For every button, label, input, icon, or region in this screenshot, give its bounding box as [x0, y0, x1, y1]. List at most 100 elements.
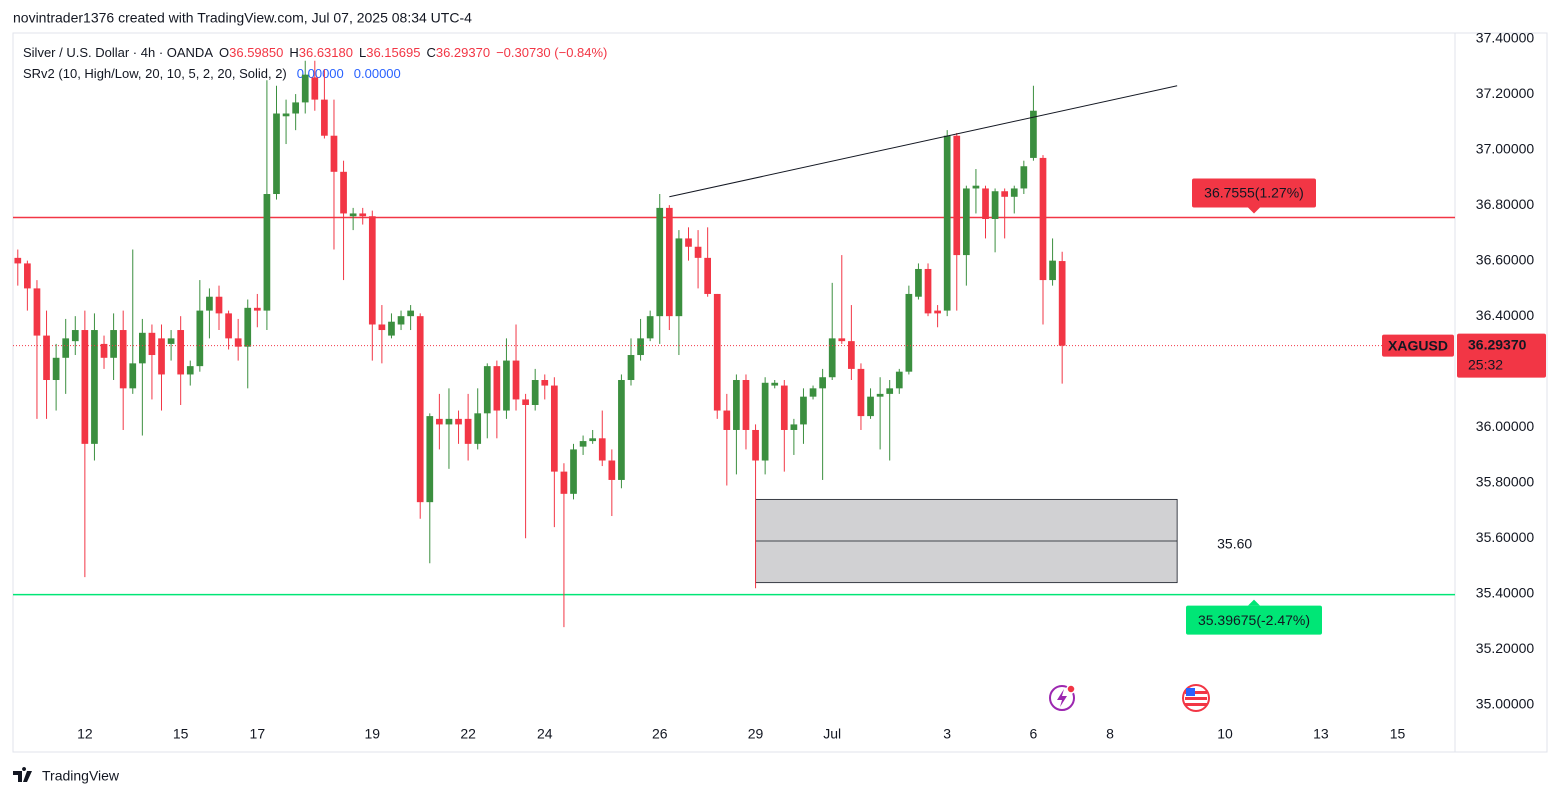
candle-body [895, 371, 903, 389]
indicator: SRv2 (10, High/Low, 20, 10, 5, 2, 20, So… [23, 66, 401, 81]
x-tick-label: 26 [652, 726, 668, 742]
candle-body [809, 388, 817, 397]
candle-body [627, 355, 635, 381]
candle-body [71, 330, 79, 342]
candle-body [167, 338, 175, 344]
candle-body [646, 316, 654, 339]
candle-body [436, 418, 443, 425]
candle-body [761, 382, 769, 461]
trendline [669, 85, 1178, 198]
event-icon[interactable] [1049, 684, 1076, 711]
candle-body [407, 310, 414, 317]
indicator-value: 0.00000 [354, 66, 401, 81]
candle-body [560, 471, 568, 494]
legend-o: O [219, 45, 229, 60]
candle-body [426, 416, 434, 503]
y-tick-label: 36.00000 [1476, 418, 1535, 434]
candle-body [982, 188, 989, 219]
candle-body [110, 330, 117, 358]
candle-body [905, 293, 913, 372]
candle-body [330, 135, 338, 172]
candle-body [301, 74, 309, 103]
candle-body [694, 246, 702, 258]
candle-body [1030, 110, 1037, 158]
candle-body [1049, 260, 1056, 281]
candle-body [618, 380, 625, 480]
candle-body [1039, 157, 1047, 281]
candle-body [713, 293, 721, 411]
y-tick-label: 35.80000 [1476, 473, 1535, 489]
candle-body [253, 307, 261, 311]
candle-body [129, 363, 137, 389]
legend-change: −0.30730 (−0.84%) [496, 45, 607, 60]
y-tick-label: 35.20000 [1476, 640, 1535, 656]
candle-body [14, 257, 22, 264]
candle-body [953, 135, 961, 256]
candle-body [292, 102, 300, 114]
candle-body [368, 216, 376, 325]
candle-body [541, 380, 549, 386]
candle-body [359, 213, 367, 217]
x-tick-label: 17 [250, 726, 266, 742]
candle-body [522, 399, 529, 405]
y-tick-label: 37.40000 [1476, 29, 1535, 45]
legend-h: H [289, 45, 298, 60]
candle-body [119, 330, 127, 389]
price-line-tag [1192, 178, 1316, 208]
x-tick-label: 13 [1313, 726, 1329, 742]
price-line-label: 35.39675(-2.47%) [1198, 612, 1310, 628]
candle-body [579, 441, 587, 447]
candle-body [790, 424, 798, 430]
candle-body [531, 380, 539, 405]
candle-body [138, 332, 146, 364]
candle-body [934, 310, 941, 314]
x-tick-label: 10 [1217, 726, 1233, 742]
y-tick-label: 35.60000 [1476, 529, 1535, 545]
price-line-notch [1248, 207, 1260, 214]
candle-body [464, 418, 472, 444]
candle-body [924, 268, 932, 314]
candle-body [685, 238, 692, 247]
price-line-tag [1186, 605, 1322, 635]
candle-body [206, 296, 213, 311]
candle-body [455, 418, 462, 425]
candle-body [848, 341, 855, 369]
candle-body [637, 338, 644, 356]
y-tick-label: 36.40000 [1476, 307, 1535, 323]
candle-body [570, 449, 577, 494]
y-tick-label: 35.00000 [1476, 696, 1535, 712]
candle-body [752, 429, 759, 461]
x-tick-label: 3 [943, 726, 951, 742]
legend-open: 36.59850 [229, 45, 283, 60]
x-tick-label: 15 [173, 726, 189, 742]
candle-body [876, 393, 884, 397]
footer: TradingView [42, 768, 120, 784]
candle-body [608, 460, 616, 480]
x-tick-label: 24 [537, 726, 553, 742]
plot: 35.60 [13, 60, 1455, 628]
candle-body [445, 418, 453, 425]
candle-body [723, 410, 731, 430]
candle-body [321, 99, 328, 136]
candle-body [1058, 261, 1066, 346]
candle-body [91, 330, 98, 444]
footer-logo [13, 767, 32, 782]
legend-c: C [426, 45, 435, 60]
candle-body [972, 185, 980, 189]
candle-body [215, 296, 223, 314]
candle-body [704, 257, 712, 294]
indicator-name: SRv2 (10, High/Low, 20, 10, 5, 2, 20, So… [23, 66, 287, 81]
flag-canton [1186, 688, 1195, 696]
candle-body [177, 330, 185, 375]
candle-body [1001, 191, 1009, 197]
candle-body [186, 366, 194, 375]
candle-body [100, 343, 108, 358]
candle-body [828, 338, 836, 378]
countdown: 25:32 [1468, 356, 1503, 372]
candle-body [311, 77, 319, 100]
flag-icon[interactable] [1182, 684, 1210, 712]
candle-body [915, 268, 922, 297]
legend-low: 36.15695 [366, 45, 420, 60]
candle-body [349, 213, 357, 217]
